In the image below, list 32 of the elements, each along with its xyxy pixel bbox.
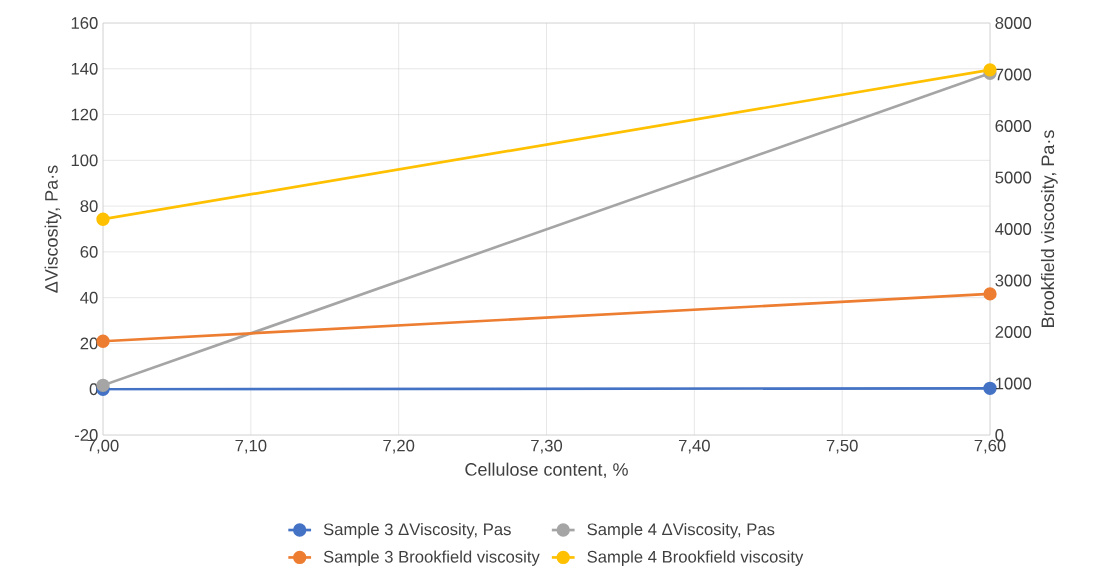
x-tick-label: 7,00: [87, 439, 119, 454]
y-tick-label: 40: [80, 291, 98, 304]
y-tick-label: 100: [71, 154, 98, 167]
legend-label: Sample 4 ΔViscosity, Pas: [587, 522, 775, 539]
legend-label: Sample 3 Brookfield viscosity: [323, 550, 540, 566]
x-axis-title: Cellulose content, %: [465, 462, 628, 478]
y-tick-label: 120: [71, 108, 98, 121]
y2-tick-label: 3000: [995, 274, 1032, 287]
x-tick-label: 7,30: [531, 439, 563, 454]
y2-axis-title: Brookfield viscosity, Pa·s: [1040, 130, 1058, 327]
y2-tick-label: 0: [995, 429, 1004, 441]
y-tick-label: 60: [80, 246, 98, 258]
y-axis-title: ΔViscosity, Pa·s: [44, 165, 62, 293]
y2-tick-label: 1000: [996, 377, 1032, 390]
x-tick-label: 7,60: [974, 439, 1006, 454]
legend-label: Sample 3 ΔViscosity, Pas: [323, 522, 511, 539]
y-tick-label: 160: [71, 17, 98, 29]
y2-tick-label: 6000: [995, 120, 1032, 132]
y2-tick-label: 4000: [995, 223, 1032, 235]
y2-tick-label: 2000: [995, 326, 1032, 338]
y-tick-label: -20: [74, 429, 98, 441]
x-tick-label: 7,10: [235, 439, 267, 454]
y2-tick-label: 5000: [995, 171, 1032, 184]
x-tick-label: 7,20: [383, 439, 415, 454]
y2-tick-label: 8000: [995, 17, 1032, 29]
legend-label: Sample 4 Brookfield viscosity: [587, 550, 804, 566]
y-tick-label: 140: [71, 62, 98, 75]
y2-tick-label: 7000: [995, 68, 1032, 81]
y-tick-label: 20: [80, 337, 98, 350]
x-tick-label: 7,50: [826, 439, 858, 454]
y-tick-label: 80: [80, 200, 98, 213]
x-tick-label: 7,40: [678, 439, 710, 454]
